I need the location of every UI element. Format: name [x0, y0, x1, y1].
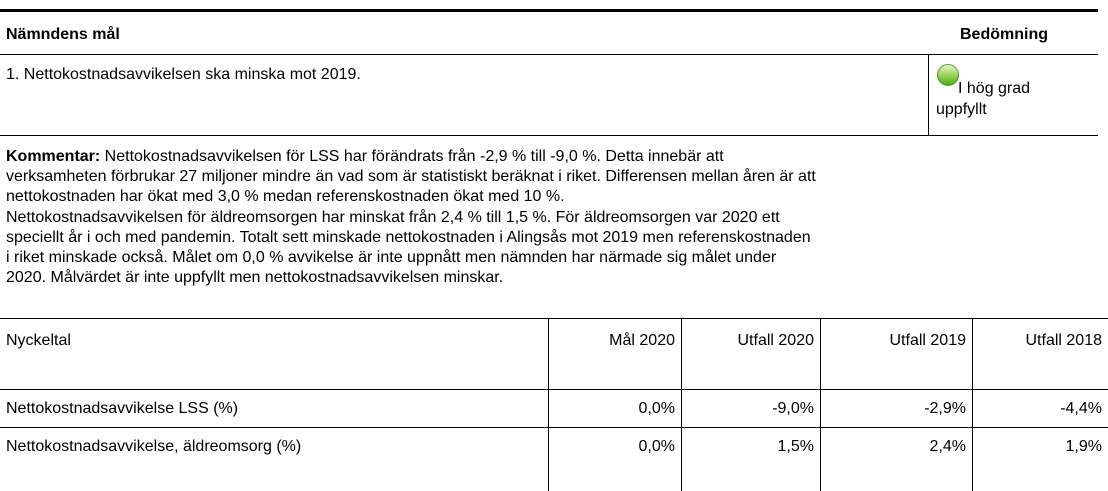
- status-line: I hög grad: [958, 80, 1031, 97]
- goal-header: Nämndens mål: [6, 26, 120, 43]
- table-cell: 1,5%: [777, 438, 814, 455]
- table-cell: 0,0%: [638, 438, 675, 455]
- comment-line: Nettokostnadsavvikelsen för äldreomsorge…: [6, 208, 780, 226]
- table-cell: -2,9%: [924, 400, 966, 417]
- table-cell: Nettokostnadsavvikelse, äldreomsorg (%): [6, 438, 302, 455]
- status-line: uppfyllt: [936, 101, 987, 118]
- table-cell: Nettokostnadsavvikelse LSS (%): [6, 400, 239, 417]
- row-rule: [0, 389, 1108, 390]
- divider: [928, 55, 929, 136]
- table-cell: -4,4%: [1060, 400, 1102, 417]
- assessment-header: Bedömning: [960, 26, 1048, 43]
- column-header: Mål 2020: [609, 332, 675, 349]
- comment-line: i riket minskade också. Målet om 0,0 % a…: [6, 249, 777, 266]
- comment-line: verksamheten förbrukar 27 miljoner mindr…: [6, 168, 816, 186]
- comment-label: Kommentar:: [6, 148, 101, 165]
- column-divider: [820, 319, 821, 491]
- table-cell: 0,0%: [638, 400, 675, 417]
- rule: [0, 135, 1098, 136]
- goal-text: 1. Nettokostnadsavvikelsen ska minska mo…: [6, 66, 361, 83]
- column-header: Utfall 2019: [889, 332, 967, 349]
- column-header: Utfall 2018: [1025, 332, 1103, 349]
- table-cell: 1,9%: [1065, 438, 1102, 455]
- table-cell: 2,4%: [929, 438, 966, 455]
- status-icon: [937, 64, 959, 86]
- column-divider: [972, 319, 973, 491]
- table-cell: -9,0%: [772, 400, 814, 417]
- column-header: Nyckeltal: [6, 332, 71, 349]
- column-header: Utfall 2020: [737, 332, 815, 349]
- rule: [0, 54, 1098, 55]
- column-divider: [681, 319, 682, 491]
- comment-line: Kommentar: Nettokostnadsavvikelsen för L…: [6, 148, 724, 166]
- comment-text: Nettokostnadsavvikelsen för LSS har förä…: [100, 148, 724, 165]
- column-divider: [548, 319, 549, 491]
- rule: [0, 318, 1108, 319]
- comment-line: speciellt år i och med pandemin. Totalt …: [6, 228, 811, 246]
- row-rule: [0, 427, 1108, 428]
- top-rule: [0, 9, 1098, 12]
- comment-line: 2020. Målvärdet är inte uppfyllt men net…: [6, 269, 504, 287]
- comment-line: nettokostnaden har ökat med 3,0 % medan …: [6, 188, 565, 206]
